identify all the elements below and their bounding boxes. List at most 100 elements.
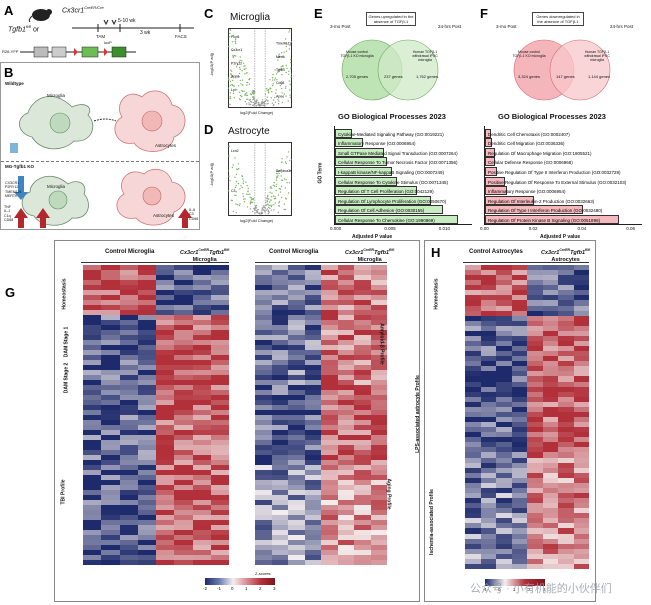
- markers-down: CX3CR1 P2RY12 TMEM119 MERTK: [5, 181, 22, 199]
- go-bar: Cellular Defense Response (GO:0006968): [485, 157, 573, 167]
- panel-label-a: A: [4, 3, 14, 18]
- h-ko-header: Cx3cr1CreERTgfb1fl/fl Astrocytes: [541, 248, 591, 263]
- go-bar: Positive Regulation Of Type II Interfero…: [485, 166, 621, 176]
- h-colorbar-ticks: -1 0 1 2 3: [483, 587, 546, 593]
- watermark: 公众号 · 小有机能的小伙伴们: [470, 583, 612, 595]
- timeline-weeks: 3 wk: [140, 30, 151, 36]
- timeline-diagram: [72, 19, 194, 32]
- go-bar: Small GTPase Mediated Signal Transductio…: [335, 147, 458, 157]
- colorbar-tick: 0: [498, 587, 501, 592]
- h-section-homeostasis: Homeostasis: [433, 278, 440, 310]
- go-e-xaxis: [334, 224, 472, 225]
- g-right-control-header: Control Microglia: [269, 249, 319, 255]
- volcano-gene-label: Tgfb1: [276, 68, 285, 72]
- markers-up-left: TNF IL-1 C1q CD68: [4, 205, 14, 223]
- colorbar-tick: -1: [483, 587, 488, 592]
- go-bar: Dendritic Cell Chemotaxis (GO:0002407): [485, 128, 570, 138]
- panel-c: C Microglia Pcyt1 Tmem119 Cx3cr1 Mertk P2ry1…: [200, 0, 298, 120]
- volcano-plot-astrocyte: Lcn2 Serpina3n C3: [228, 142, 292, 216]
- venn-f-left-label: Mouse control TGFβ-1 KO microglia: [512, 50, 546, 58]
- strain-top: Cx3cr1CreER/Cre: [62, 5, 104, 15]
- venn-f-mouse: 3-mo Post: [496, 24, 517, 29]
- go-e-ticks: 0.000 0.005 0.010: [330, 225, 472, 232]
- go-f-xlabel: Adjusted P value: [540, 234, 581, 240]
- venn-f-right-label: Human TGFβ-1 withdrawal iPSC microglia: [584, 50, 610, 62]
- g-section-dam2: DAM Stage 2: [63, 362, 70, 394]
- g-section-homeostasis: Homeostasis: [61, 278, 68, 310]
- wildtype-label: Wildtype: [5, 81, 24, 86]
- go-e-axis: [334, 126, 335, 224]
- venn-e-overlap: 237 genes: [384, 74, 403, 79]
- g-section-aging: Aging Profile: [385, 478, 392, 510]
- ko-label: MG-Tgfb1 KO: [5, 164, 34, 169]
- microglia-label-ko: Microglia: [47, 184, 66, 189]
- volcano-gene-label: Lcn2: [231, 149, 239, 153]
- panel-b: B Wildtype Microglia Astrocytes MG-Tgfb1…: [0, 62, 200, 230]
- timeline-age: 5-10 wk: [118, 18, 136, 24]
- h-section-lps: LPS-associated astrocyte Profile: [414, 375, 421, 453]
- venn-f-right-count: 1,144 genes: [588, 74, 611, 79]
- volcano-d-frame: [228, 142, 292, 216]
- colorbar-tick: 2: [528, 587, 531, 592]
- colorbar-tick: 1: [513, 587, 516, 592]
- venn-f-left-count: 3,324 genes: [518, 74, 541, 79]
- volcano-gene-label: Pcyt1: [231, 35, 240, 39]
- panel-label-g: G: [5, 285, 16, 300]
- volcano-gene-label: Lpl: [231, 88, 236, 92]
- h-control-header: Control Astrocytes: [469, 249, 523, 255]
- allele-diagram: [20, 46, 136, 58]
- panel-a: A Cx3cr1CreER/Cre Tgfb1fl/fl or 5-10 wk …: [0, 0, 200, 62]
- panel-d: D Astrocyte Lcn2 Serpina3n C3 log2(Fold Ch…: [200, 118, 298, 230]
- g-colorbar: [205, 578, 275, 585]
- g-right-header-line: [255, 262, 387, 263]
- g-colorbar-ticks: -2 -1 0 1 2 3: [203, 586, 276, 592]
- colorbar-tick: 0: [231, 586, 234, 591]
- strain-cross: Tgfb1fl/fl or: [8, 24, 40, 34]
- colorbar-tick: 3: [543, 587, 546, 592]
- h-section-ischemia: Ischemia-associated Profile: [428, 489, 435, 555]
- venn-e-left-count: 2,705 genes: [346, 74, 369, 79]
- wildtype-cell-diagram: [10, 90, 186, 153]
- venn-e-human: 24-hrs Post: [438, 24, 462, 29]
- volcano-c-frame: [228, 28, 292, 108]
- g-section-dam1: DAM Stage 1: [63, 326, 70, 358]
- go-f-axis: [484, 126, 485, 224]
- go-bar: Inflammatory Response (GO:0006954): [335, 138, 416, 148]
- panel-g: G Control Microglia Cx3cr1CreERTgfb1fl/f…: [5, 240, 420, 602]
- venn-e-mouse: 3-mo Post: [330, 24, 351, 29]
- panel-d-title: Astrocyte: [228, 126, 270, 137]
- axis-tick: 0.010: [438, 226, 451, 231]
- go-bar: I-kappaB kinase/NF-kappaB Signaling (GO:…: [335, 166, 444, 176]
- axis-tick: 0.005: [384, 226, 396, 231]
- g-left-header-line: [81, 262, 229, 263]
- go-e-bars: Cytokine-Mediated Signaling Pathway (GO:…: [335, 128, 471, 224]
- venn-e: [341, 39, 439, 101]
- go-bar: Regulation Of Macrophage Migration (GO:1…: [485, 147, 592, 157]
- volcano-gene-label: P2ry12: [231, 61, 242, 65]
- go-bar: Positive Regulation Of Response To Exter…: [485, 176, 626, 186]
- markers-up-right: IL-6 C3 CD68: [189, 208, 199, 221]
- g-colorbar-title: Z-scores: [255, 571, 271, 576]
- heatmap-g-right: [255, 265, 387, 565]
- panel-e: E Genes upregulated in the absence of TG…: [300, 0, 476, 232]
- go-e-ylabel: GO Term: [317, 162, 324, 184]
- mouse-icon: [28, 9, 52, 22]
- go-f-xaxis: [484, 224, 642, 225]
- heatmap-h: [465, 265, 589, 569]
- g-section-tbi: TBI Profile: [60, 479, 67, 505]
- panel-h: H Control Astrocytes Cx3cr1CreERTgfb1fl/…: [415, 240, 596, 602]
- volcano-gene-label: Serpina3n: [276, 169, 292, 173]
- panel-label-h: H: [431, 245, 441, 260]
- axis-tick: 0.02: [528, 226, 538, 231]
- colorbar-tick: -2: [203, 586, 208, 591]
- venn-e-right-count: 1,762 genes: [416, 74, 439, 79]
- panel-label-e: E: [314, 6, 323, 21]
- venn-f-overlap: 147 genes: [556, 74, 575, 79]
- venn-f: [513, 39, 611, 101]
- go-bar: Dendritic Cell Migration (GO:0036336): [485, 138, 565, 148]
- g-left-control-header: Control Microglia: [105, 249, 155, 255]
- astro-label-ko: Astrocytes: [153, 213, 175, 218]
- venn-e-box-title: Genes upregulated in the absence of TGFβ…: [366, 12, 416, 26]
- panel-label-f: F: [480, 6, 488, 21]
- go-bar: Cellular Response To Chemokine (GO:19908…: [335, 214, 458, 224]
